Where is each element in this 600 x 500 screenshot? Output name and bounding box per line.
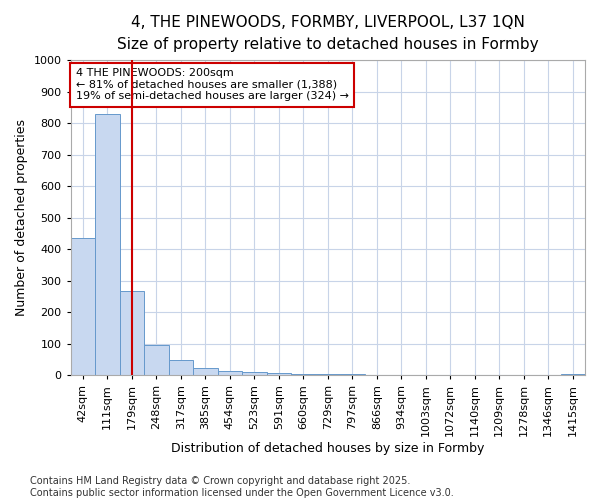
- Bar: [242, 372, 266, 376]
- Bar: [365, 374, 389, 376]
- Bar: [193, 368, 218, 376]
- Bar: [266, 373, 291, 376]
- Bar: [560, 374, 585, 376]
- Bar: [291, 374, 316, 376]
- Text: Contains HM Land Registry data © Crown copyright and database right 2025.
Contai: Contains HM Land Registry data © Crown c…: [30, 476, 454, 498]
- Title: 4, THE PINEWOODS, FORMBY, LIVERPOOL, L37 1QN
Size of property relative to detach: 4, THE PINEWOODS, FORMBY, LIVERPOOL, L37…: [117, 15, 539, 52]
- Bar: [316, 374, 340, 376]
- Text: 4 THE PINEWOODS: 200sqm
← 81% of detached houses are smaller (1,388)
19% of semi: 4 THE PINEWOODS: 200sqm ← 81% of detache…: [76, 68, 349, 102]
- Bar: [169, 360, 193, 376]
- Bar: [340, 374, 365, 376]
- Bar: [71, 238, 95, 376]
- Bar: [389, 374, 413, 376]
- Y-axis label: Number of detached properties: Number of detached properties: [15, 120, 28, 316]
- Bar: [218, 370, 242, 376]
- X-axis label: Distribution of detached houses by size in Formby: Distribution of detached houses by size …: [171, 442, 484, 455]
- Bar: [144, 346, 169, 376]
- Bar: [413, 374, 438, 376]
- Bar: [119, 291, 144, 376]
- Bar: [95, 114, 119, 376]
